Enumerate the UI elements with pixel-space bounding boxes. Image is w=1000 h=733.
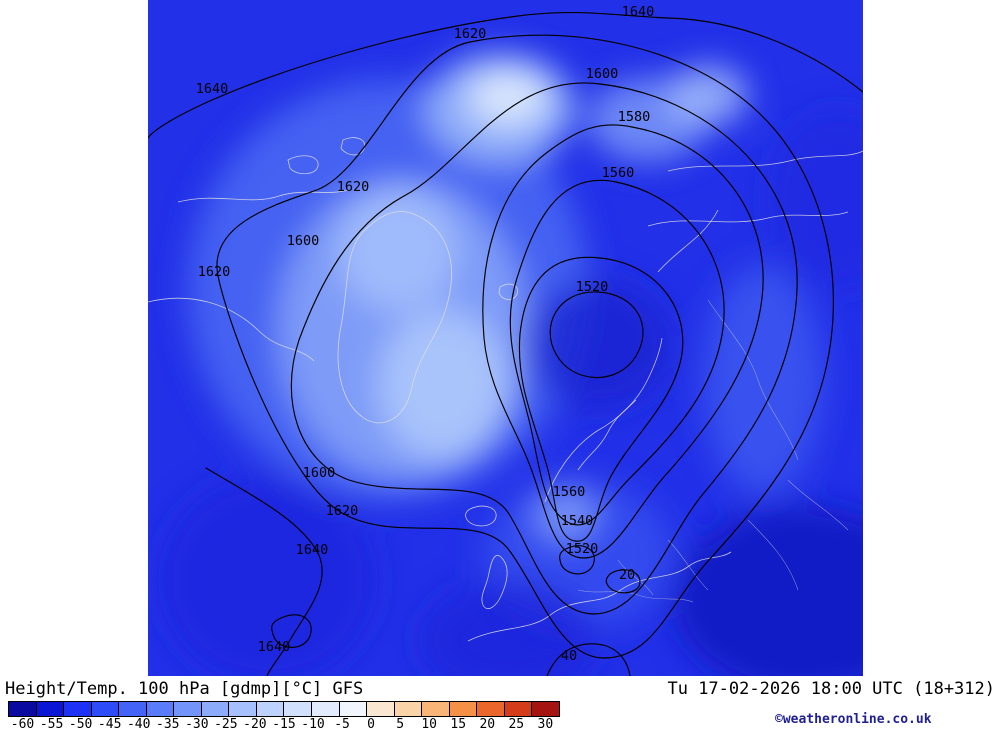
legend-title-row: Height/Temp. 100 hPa [gdmp][°C] GFS Tu 1…	[0, 678, 1000, 700]
colorbar-tick-label: 25	[508, 717, 525, 732]
contour-label: 1560	[602, 165, 635, 181]
contour-label: 1560	[553, 484, 586, 500]
colorbar-segment	[422, 702, 450, 716]
coastlines	[148, 137, 863, 642]
colorbar-tick-label: -30	[185, 717, 209, 732]
colorbar-segment	[394, 702, 423, 716]
contour-label: 1620	[337, 179, 370, 195]
colorbar-segment	[9, 702, 37, 716]
colorbar-segment	[504, 702, 533, 716]
colorbar-tick-label: 10	[421, 717, 437, 732]
colorbar-tick-label: 0	[367, 717, 375, 732]
colorbar-segment	[201, 702, 230, 716]
colorbar-segment	[339, 702, 368, 716]
contour-label: 1620	[454, 26, 487, 42]
chart-datetime: Tu 17-02-2026 18:00 UTC (18+312)	[667, 679, 995, 699]
colorbar-segment	[91, 702, 120, 716]
colorbar-tick-label: -15	[272, 717, 296, 732]
colorbar-tick-label: -25	[214, 717, 238, 732]
colorbar-tick-label: 30	[537, 717, 554, 732]
colorbar-tick-label: -45	[97, 717, 122, 732]
colorbar-segment	[449, 702, 478, 716]
contour-label: 1640	[622, 4, 655, 20]
colorbar-segment	[477, 702, 505, 716]
contour-label: 1600	[287, 233, 320, 249]
contour-labels: 1640 1620 1600 1640 1580 1560 1620 1600 …	[196, 4, 655, 664]
height-contours	[148, 11, 863, 676]
contour-label: 1620	[198, 264, 231, 280]
contour-label: 1640	[296, 542, 329, 558]
colorbar-tick-label: 5	[396, 717, 405, 732]
contour-label: 1520	[566, 541, 599, 557]
colorbar-tick-label: -20	[243, 717, 267, 732]
contour-label: 1640	[258, 639, 291, 655]
colorbar-segment	[532, 702, 559, 716]
colorbar-segment	[312, 702, 340, 716]
colorbar-tick-label: -35	[156, 717, 180, 732]
colorbar-segment	[284, 702, 313, 716]
colorbar-tick-label: -40	[126, 717, 151, 732]
colorbar-tick-label: -10	[301, 717, 325, 732]
colorbar-segment	[256, 702, 285, 716]
colorbar-tick-label: 20	[479, 717, 496, 732]
contour-label: 1540	[561, 513, 594, 529]
contour-label: 1640	[196, 81, 229, 97]
colorbar-segment	[64, 702, 92, 716]
copyright-link[interactable]: ©weatheronline.co.uk	[775, 712, 932, 727]
contour-label: 1520	[576, 279, 609, 295]
colorbar-segment	[367, 702, 395, 716]
colorbar-tick-label: -60	[10, 717, 35, 732]
colorbar-tick-label: -50	[68, 717, 93, 732]
contour-label: 40	[561, 648, 577, 664]
contour-label: 1580	[618, 109, 651, 125]
colorbar-segment	[146, 702, 175, 716]
contour-label: 1600	[586, 66, 619, 82]
colorbar-segment	[229, 702, 257, 716]
colorbar-tick-label: -55	[39, 717, 64, 732]
contour-label: 1600	[303, 465, 336, 481]
colorbar-tick-labels: -60 -55 -50 -45 -40 -35 -30 -25 -20 -15 -10 -5 0 5 10 1…	[8, 717, 560, 732]
colorbar-segment	[119, 702, 147, 716]
contour-label: 1620	[326, 503, 359, 519]
colorbar-segment	[174, 702, 202, 716]
colorbar-segment	[36, 702, 65, 716]
chart-title: Height/Temp. 100 hPa [gdmp][°C] GFS	[5, 679, 364, 699]
contour-label: 20	[619, 567, 635, 583]
colorbar-tick-label: 15	[450, 717, 467, 732]
temperature-colorbar	[8, 701, 560, 717]
map-area: 1640 1620 1600 1640 1580 1560 1620 1600 …	[148, 0, 863, 676]
colorbar-tick-label: -5	[334, 717, 350, 732]
